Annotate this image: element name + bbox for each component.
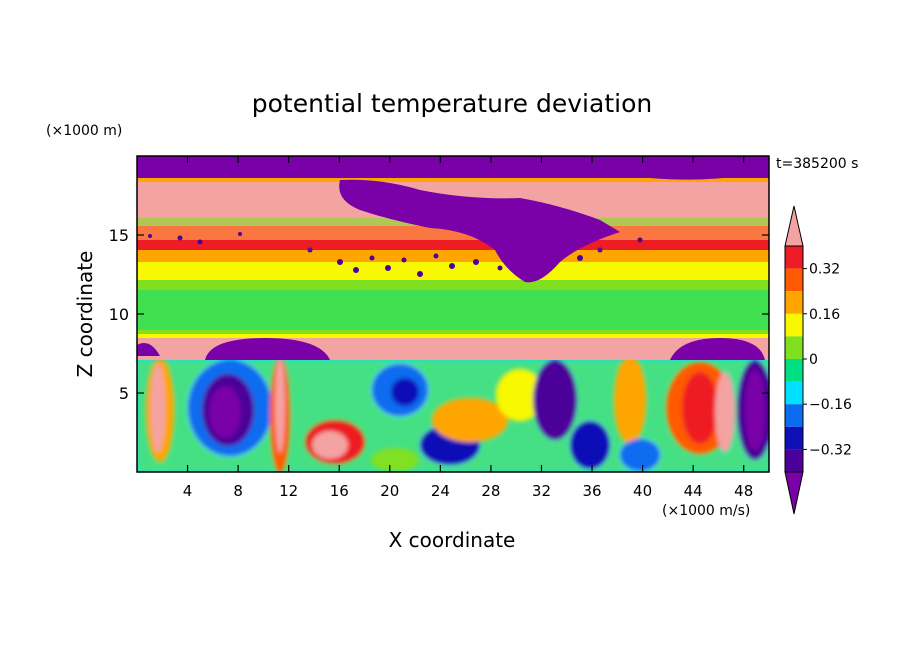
colorbar-swatch [785, 246, 803, 269]
x-tick-label: 12 [279, 482, 298, 500]
band-yellow [137, 262, 769, 280]
interface-lobes [137, 338, 765, 360]
y-axis-label: Z coordinate [73, 251, 97, 378]
x-tick-label: 4 [183, 482, 193, 500]
x-tick-label: 20 [380, 482, 399, 500]
colorbar-label: 0.32 [809, 262, 840, 278]
contour-field [137, 156, 769, 472]
lower-eddies [137, 356, 769, 472]
band-orange [137, 250, 769, 262]
colorbar: 0.32 0.16 0 −0.16 −0.32 [784, 205, 852, 515]
x-tick-label: 8 [233, 482, 243, 500]
y-tick-label: 15 [109, 226, 129, 245]
colorbar-label: −0.16 [809, 397, 852, 413]
colorbar-swatch [785, 381, 803, 405]
y-tick-label: 5 [119, 384, 129, 403]
band-red [137, 240, 769, 250]
speckles [148, 232, 643, 277]
chart-title: potential temperature deviation [252, 89, 652, 118]
colorbar-swatch [785, 359, 803, 382]
colorbar-swatch [785, 268, 803, 292]
x-tick-label: 24 [431, 482, 450, 500]
y-tick-label: 10 [109, 305, 129, 324]
colorbar-swatch [785, 291, 803, 314]
y-axis-ticks: 5 10 15 [109, 226, 769, 403]
colorbar-swatch [785, 313, 803, 337]
colorbar-top-arrow [784, 205, 804, 247]
colorbar-swatch [785, 336, 803, 359]
upper-purple-region [330, 158, 769, 283]
colorbar-label: 0 [809, 352, 818, 368]
x-tick-label: 36 [582, 482, 601, 500]
y-unit-label: (×1000 m) [46, 123, 122, 139]
time-label: t=385200 s [776, 156, 858, 172]
colorbar-swatch [785, 404, 803, 427]
colorbar-label: 0.16 [809, 307, 840, 323]
colorbar-bottom-arrow [784, 471, 804, 515]
x-tick-label: 28 [481, 482, 500, 500]
x-unit-label: (×1000 m/s) [662, 503, 750, 519]
colorbar-swatch [785, 449, 803, 472]
x-tick-label: 48 [734, 482, 753, 500]
x-tick-label: 16 [330, 482, 349, 500]
colorbar-swatch [785, 426, 803, 450]
x-tick-label: 44 [684, 482, 703, 500]
x-tick-label: 40 [633, 482, 652, 500]
x-tick-label: 32 [532, 482, 551, 500]
x-axis-label: X coordinate [389, 528, 516, 552]
colorbar-label: −0.32 [809, 442, 852, 458]
x-axis-ticks: 4 8 12 16 20 24 28 32 36 40 44 48 [183, 156, 753, 500]
